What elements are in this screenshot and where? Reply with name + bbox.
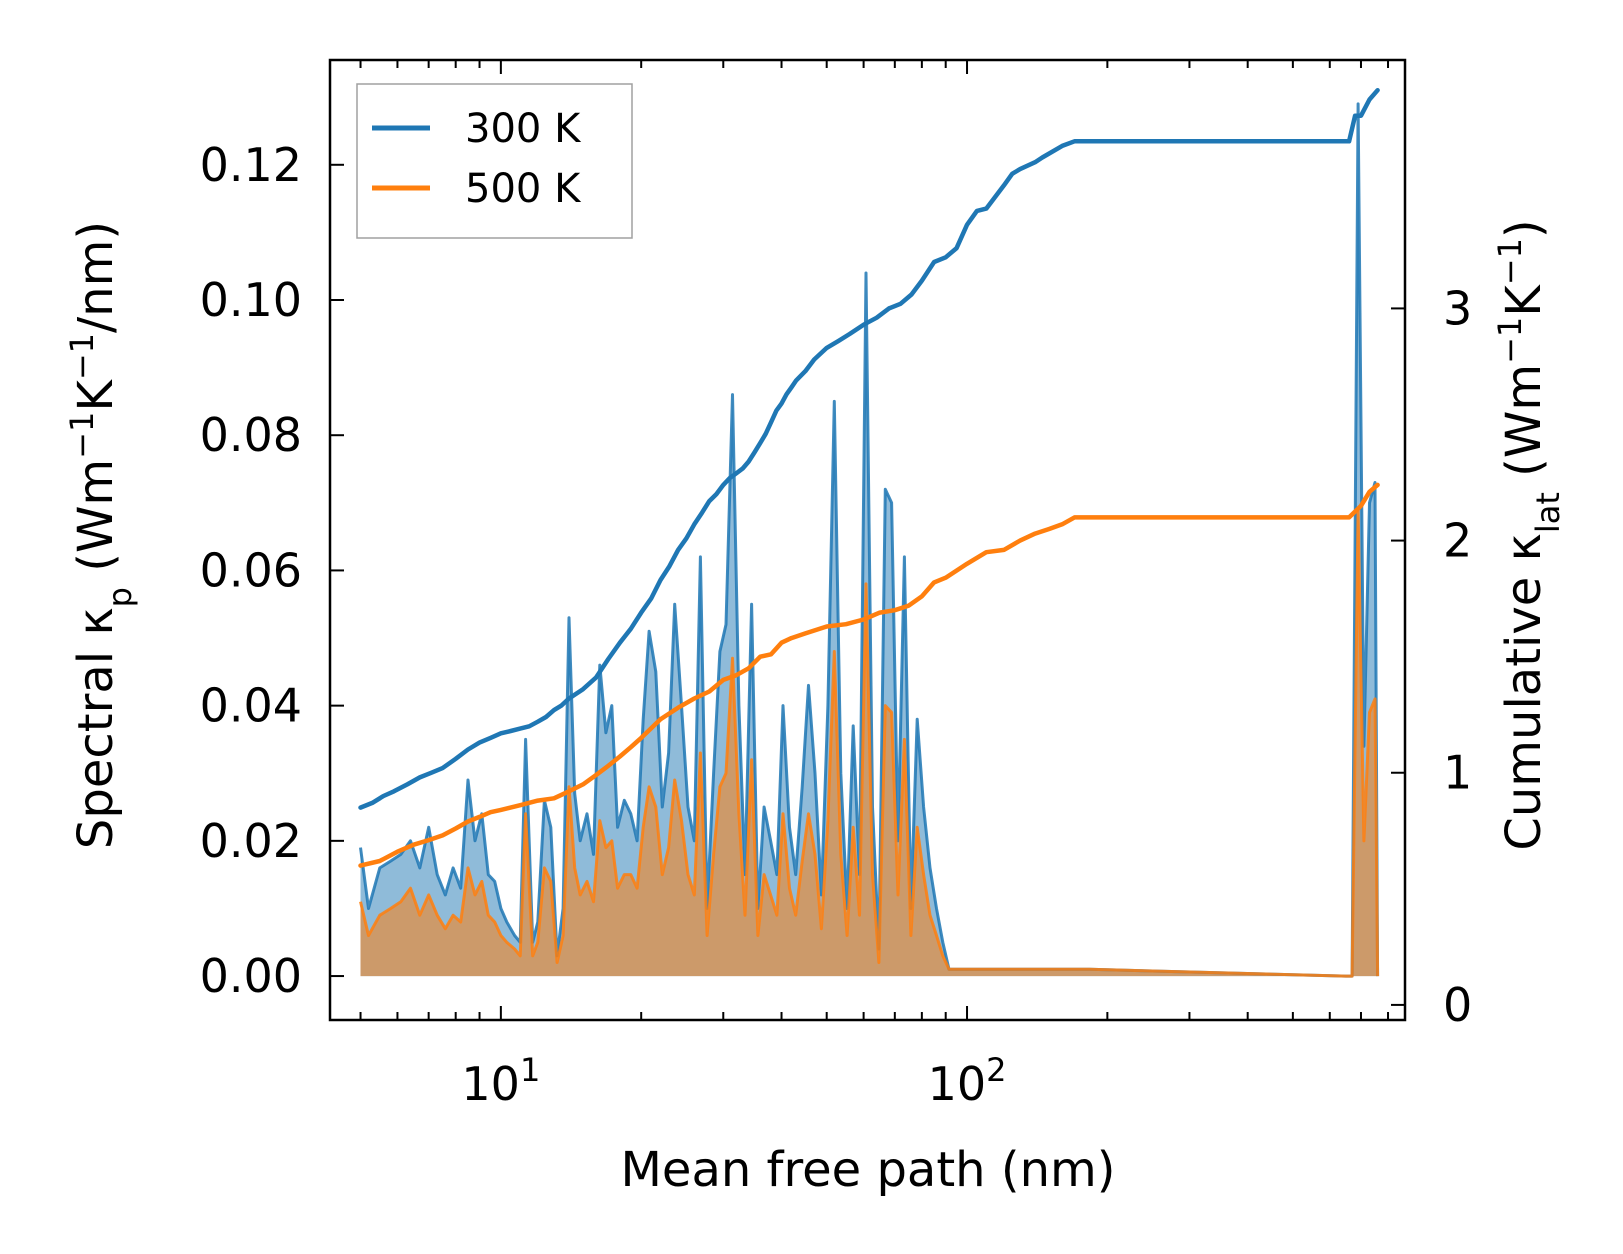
right-axis-title: Cumulative κlat (Wm−1K−1) — [1491, 219, 1567, 850]
left-axis-title: Spectral κp (Wm−1K−1/nm) — [63, 221, 139, 849]
legend-label-300k: 300 K — [465, 106, 582, 152]
y-left-tick-label: 0.08 — [200, 408, 302, 462]
x-axis-title: Mean free path (nm) — [621, 1142, 1116, 1198]
y-left-tick-label: 0.00 — [200, 949, 302, 1003]
x-tick-label: 102 — [928, 1051, 1007, 1111]
axis-ticks — [330, 60, 1405, 1020]
y-right-tick-label: 1 — [1443, 746, 1472, 800]
y-right-tick-label: 3 — [1443, 281, 1472, 335]
cumulative-line-300k — [358, 87, 1380, 810]
spectral-lines — [359, 102, 1380, 978]
y-right-tick-label: 2 — [1443, 514, 1472, 568]
y-left-tick-label: 0.04 — [200, 679, 302, 733]
legend-label-500k: 500 K — [465, 166, 582, 212]
tick-labels: 101 102 0.00 0.02 0.04 0.06 0.08 0.10 0.12 0 1 2 3 — [200, 138, 1473, 1111]
legend: 300 K 500 K — [356, 83, 633, 239]
plot-frame — [328, 58, 1407, 1022]
y-left-tick-label: 0.12 — [200, 138, 302, 192]
x-tick-label: 101 — [461, 1051, 540, 1111]
y-left-tick-label: 0.02 — [200, 814, 302, 868]
legend-box — [356, 83, 633, 239]
cumulative-lines — [358, 87, 1380, 868]
y-right-tick-label: 0 — [1443, 978, 1472, 1032]
y-left-tick-label: 0.10 — [200, 273, 302, 327]
spectral-line-500k — [359, 508, 1380, 978]
y-left-tick-label: 0.06 — [200, 543, 302, 597]
cumulative-line-500k — [358, 482, 1380, 868]
